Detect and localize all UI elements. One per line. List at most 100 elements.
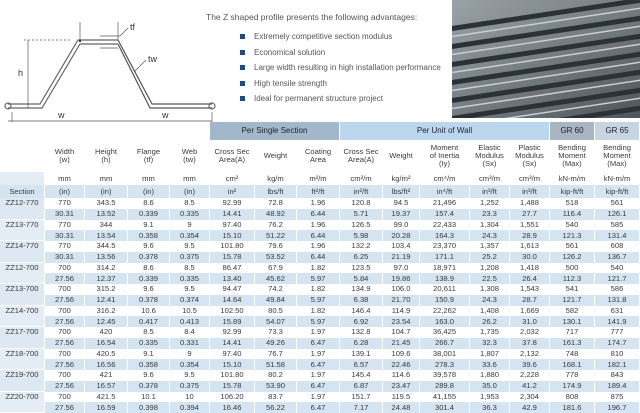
cell-imperial: 6.47	[297, 380, 340, 392]
cell-imperial: 20.28	[383, 230, 420, 241]
column-header: Bending Moment (Max)	[550, 140, 595, 172]
column-header-line: Web	[181, 147, 198, 157]
cell-imperial: 6.28	[340, 337, 383, 349]
cell-imperial: 49.84	[255, 294, 297, 306]
cell-imperial: 0.398	[128, 402, 170, 413]
column-header-line: Cross Sec	[343, 147, 379, 157]
column-header-line: Bending	[558, 143, 586, 153]
cell-imperial: 6.44	[297, 230, 340, 241]
column-header-line: Cross Sec	[214, 147, 250, 157]
cell-metric: 1.96	[297, 198, 340, 209]
cell-metric: 1.82	[297, 262, 340, 274]
cell-imperial: 266.7	[420, 337, 470, 349]
cell-imperial: 126.2	[550, 251, 595, 263]
column-header: Moment of Inertia (Iy)	[420, 140, 470, 172]
cell-imperial: 5.98	[340, 230, 383, 241]
cell-metric: 1,408	[470, 305, 510, 317]
cell-imperial: 32.3	[470, 337, 510, 349]
cell-imperial: 12.41	[85, 294, 128, 306]
advantage-item: High tensile strength	[240, 78, 441, 94]
unit-metric: kN-m/m	[550, 172, 595, 185]
cell-metric: 76.7	[255, 348, 297, 360]
section-name: ZZ17-700	[0, 327, 45, 349]
cell-metric: 104.7	[383, 327, 420, 338]
cell-metric: 9	[170, 219, 210, 231]
cell-metric: 420.5	[85, 348, 128, 360]
cell-metric: 344	[85, 219, 128, 231]
cell-metric: 421	[85, 370, 128, 381]
cell-imperial: 5.97	[297, 273, 340, 284]
cell-metric: 1,807	[470, 348, 510, 360]
cell-metric: 106.20	[210, 391, 255, 403]
unit-metric: cm²	[210, 172, 255, 185]
cell-metric: 8.6	[128, 262, 170, 274]
cell-imperial: 161.3	[550, 337, 595, 349]
cell-metric: 748	[550, 348, 595, 360]
cell-imperial: 136.7	[595, 251, 640, 263]
cell-metric: 23,370	[420, 241, 470, 252]
column-header: Bending Moment (Max)	[595, 140, 640, 172]
cell-metric: 73.3	[255, 327, 297, 338]
cell-metric: 717	[550, 327, 595, 338]
cell-metric: 315.2	[85, 284, 128, 295]
unit-imperial: (in)	[45, 185, 85, 198]
cell-metric: 101.80	[210, 370, 255, 381]
column-header-line: (w)	[59, 155, 70, 164]
cell-imperial: 12.45	[85, 316, 128, 327]
cell-imperial: 0.375	[170, 251, 210, 263]
cell-metric: 1.96	[297, 241, 340, 252]
section-name: ZZ18-700	[0, 348, 45, 370]
spec-table: Per Single Section Per Unit of Wall GR 60 G…	[0, 122, 640, 413]
cell-metric: 1,357	[470, 241, 510, 252]
cell-metric: 541	[550, 284, 595, 295]
column-header-line: (Sx)	[522, 158, 537, 168]
cell-imperial: 171.1	[420, 251, 470, 263]
unit-metric: mm	[45, 172, 85, 185]
cell-imperial: 24.3	[470, 294, 510, 306]
cell-metric: 1.97	[297, 391, 340, 403]
profile-diagram: tf tw h w w	[4, 22, 216, 122]
cell-imperial: 45.62	[255, 273, 297, 284]
cell-metric: 608	[595, 241, 640, 252]
cell-metric: 500	[550, 262, 595, 274]
cell-imperial: 15.78	[210, 380, 255, 392]
cell-metric: 21,496	[420, 198, 470, 209]
cell-imperial: 23.54	[383, 316, 420, 327]
cell-imperial: 301.4	[420, 402, 470, 413]
cell-metric: 67.9	[255, 262, 297, 274]
cell-metric: 83.7	[255, 391, 297, 403]
cell-imperial: 15.10	[210, 359, 255, 370]
unit-metric: kg/m²	[383, 172, 420, 185]
cell-imperial: 12.37	[85, 273, 128, 284]
cell-imperial: 28.9	[510, 230, 550, 241]
column-header: Weight	[383, 140, 420, 172]
cell-imperial: 16.59	[85, 402, 128, 413]
cell-metric: 20,611	[420, 284, 470, 295]
group-header: Per Unit of Wall	[340, 122, 550, 140]
cell-imperial: 6.47	[297, 402, 340, 413]
cell-metric: 700	[45, 370, 85, 381]
cell-imperial: 13.52	[85, 208, 128, 220]
cell-metric: 114.9	[383, 305, 420, 317]
cell-metric: 314.2	[85, 262, 128, 274]
unit-imperial: in²/ft	[340, 185, 383, 198]
cell-imperial: 121.7	[595, 273, 640, 284]
cell-metric: 777	[595, 327, 640, 338]
cell-metric: 1.96	[297, 219, 340, 231]
cell-metric: 97.40	[210, 348, 255, 360]
column-header-line: Moment	[558, 151, 586, 161]
cell-imperial: 27.7	[510, 208, 550, 220]
column-header-line: Modulus	[475, 151, 504, 161]
cell-imperial: 0.335	[170, 208, 210, 220]
cell-metric: 585	[595, 219, 640, 231]
cell-imperial: 42.9	[510, 402, 550, 413]
cell-metric: 420	[85, 327, 128, 338]
advantage-item: Large width resulting in high installati…	[240, 62, 441, 78]
cell-metric: 8.4	[170, 327, 210, 338]
label-tf: tf	[130, 22, 136, 32]
cell-imperial: 116.4	[550, 208, 595, 220]
cell-metric: 561	[595, 198, 640, 209]
section-name: ZZ14-770	[0, 241, 45, 263]
cell-imperial: 16.57	[85, 380, 128, 392]
cell-imperial: 51.22	[255, 230, 297, 241]
